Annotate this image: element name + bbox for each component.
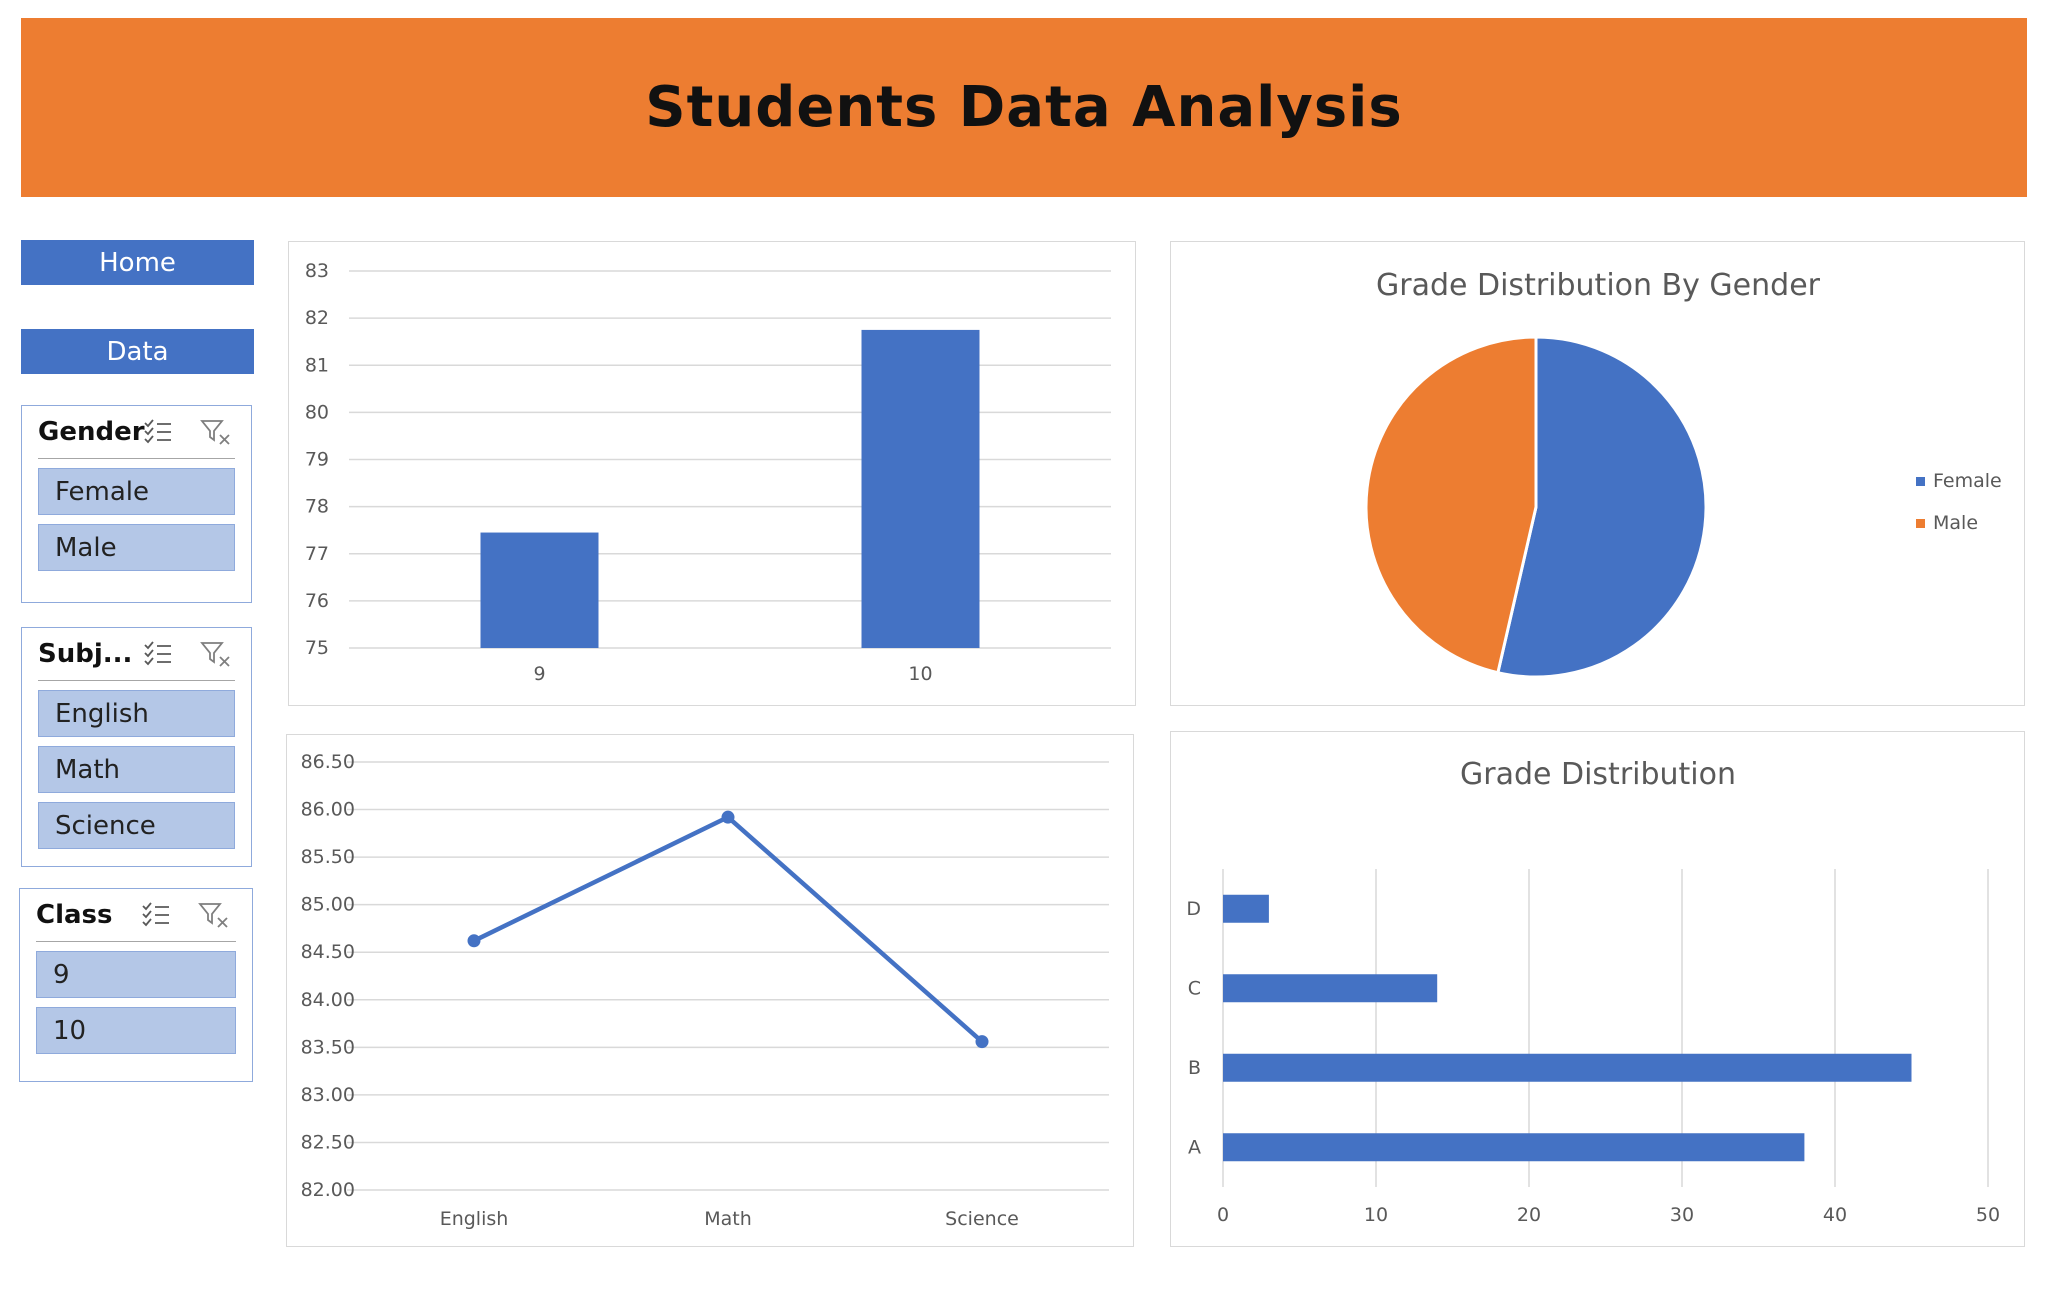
y-tick-label: 84.50 <box>301 941 355 963</box>
x-tick-label: 50 <box>1976 1204 2000 1226</box>
pie-slice <box>1496 335 1708 679</box>
subject-line-chart-svg: 82.00 82.50 83.00 83.50 84.00 84.50 85.00 85.50… <box>301 751 1109 1230</box>
x-tick-label: English <box>440 1208 509 1230</box>
home-button[interactable]: Home <box>21 240 254 285</box>
bar <box>1223 894 1269 923</box>
header-banner: Students Data Analysis <box>21 18 2027 197</box>
subject-line-chart: 82.00 82.50 83.00 83.50 84.00 84.50 85.00 85.50… <box>286 734 1134 1247</box>
gender-pie-chart-svg: Grade Distribution By Gender Female Male <box>1364 268 2002 679</box>
x-tick-label: 10 <box>908 663 932 685</box>
legend-label: Female <box>1933 470 2002 492</box>
x-tick-label: 0 <box>1217 1204 1229 1226</box>
slicer-title: Class <box>36 900 113 930</box>
slicer-item-math[interactable]: Math <box>38 746 235 793</box>
y-tick-label: 82 <box>305 307 329 329</box>
grade-distribution-chart: Grade Distribution 0 10 20 30 40 50 A B C D <box>1170 731 2025 1247</box>
slicer-header: Subj... <box>38 628 235 681</box>
data-point <box>721 810 735 824</box>
y-tick-label: A <box>1188 1136 1201 1158</box>
y-tick-label: 83.50 <box>301 1036 355 1058</box>
clear-filter-icon[interactable] <box>200 418 232 448</box>
x-tick-label: 30 <box>1670 1204 1694 1226</box>
y-tick-label: 79 <box>305 449 329 471</box>
class-slicer: Class 9 10 <box>19 888 253 1082</box>
y-tick-label: 78 <box>305 496 329 518</box>
legend-label: Male <box>1933 512 1978 534</box>
y-tick-label: 82.00 <box>301 1179 355 1201</box>
slicer-title: Gender <box>38 417 145 447</box>
class-bar-chart-svg: 75 76 77 78 79 80 81 82 83 9 10 <box>305 260 1111 685</box>
grade-distribution-chart-svg: Grade Distribution 0 10 20 30 40 50 A B C D <box>1186 757 2000 1226</box>
data-point <box>975 1035 989 1049</box>
chart-title: Grade Distribution <box>1460 757 1736 792</box>
slicer-header: Class <box>36 889 236 942</box>
x-tick-label: 10 <box>1364 1204 1388 1226</box>
pie-slice <box>1364 335 1538 675</box>
bar <box>1223 1133 1805 1162</box>
y-tick-label: 86.00 <box>301 799 355 821</box>
chart-title: Grade Distribution By Gender <box>1376 268 1821 303</box>
y-tick-label: 75 <box>305 637 329 659</box>
series-line <box>473 814 984 1044</box>
bar <box>480 532 599 648</box>
y-tick-label: B <box>1188 1057 1201 1079</box>
slicer-item-female[interactable]: Female <box>38 468 235 515</box>
y-tick-label: C <box>1188 977 1201 999</box>
y-tick-label: 83 <box>305 260 329 282</box>
multi-select-icon[interactable] <box>143 640 173 668</box>
data-point <box>467 934 481 948</box>
y-tick-label: D <box>1186 898 1201 920</box>
x-tick-label: 9 <box>533 663 545 685</box>
slicer-item-male[interactable]: Male <box>38 524 235 571</box>
bar <box>1223 974 1438 1003</box>
slicer-header: Gender <box>38 406 235 459</box>
x-tick-label: 40 <box>1823 1204 1847 1226</box>
y-tick-label: 85.00 <box>301 894 355 916</box>
y-tick-label: 77 <box>305 543 329 565</box>
class-bar-chart: 75 76 77 78 79 80 81 82 83 9 10 <box>288 241 1136 706</box>
slicer-item-english[interactable]: English <box>38 690 235 737</box>
clear-filter-icon[interactable] <box>198 901 230 931</box>
slicer-title: Subj... <box>38 639 133 669</box>
bar <box>861 329 980 648</box>
y-tick-label: 76 <box>305 590 329 612</box>
y-tick-label: 84.00 <box>301 989 355 1011</box>
x-tick-label: Math <box>704 1208 752 1230</box>
subject-slicer: Subj... English Math Science <box>21 627 252 867</box>
x-tick-label: 20 <box>1517 1204 1541 1226</box>
multi-select-icon[interactable] <box>141 901 171 929</box>
multi-select-icon[interactable] <box>143 418 173 446</box>
gender-slicer: Gender Female Male <box>21 405 252 603</box>
gender-pie-chart: Grade Distribution By Gender Female Male <box>1170 241 2025 706</box>
slicer-item-class-9[interactable]: 9 <box>36 951 236 998</box>
y-tick-label: 86.50 <box>301 751 355 773</box>
page-title: Students Data Analysis <box>645 75 1403 140</box>
legend-swatch <box>1916 519 1925 528</box>
clear-filter-icon[interactable] <box>200 640 232 670</box>
bar <box>1223 1053 1912 1082</box>
slicer-item-class-10[interactable]: 10 <box>36 1007 236 1054</box>
data-button[interactable]: Data <box>21 329 254 374</box>
y-tick-label: 81 <box>305 354 329 376</box>
y-tick-label: 85.50 <box>301 846 355 868</box>
y-tick-label: 83.00 <box>301 1084 355 1106</box>
y-tick-label: 82.50 <box>301 1131 355 1153</box>
y-tick-label: 80 <box>305 401 329 423</box>
legend-swatch <box>1916 477 1925 486</box>
x-tick-label: Science <box>945 1208 1019 1230</box>
slicer-item-science[interactable]: Science <box>38 802 235 849</box>
